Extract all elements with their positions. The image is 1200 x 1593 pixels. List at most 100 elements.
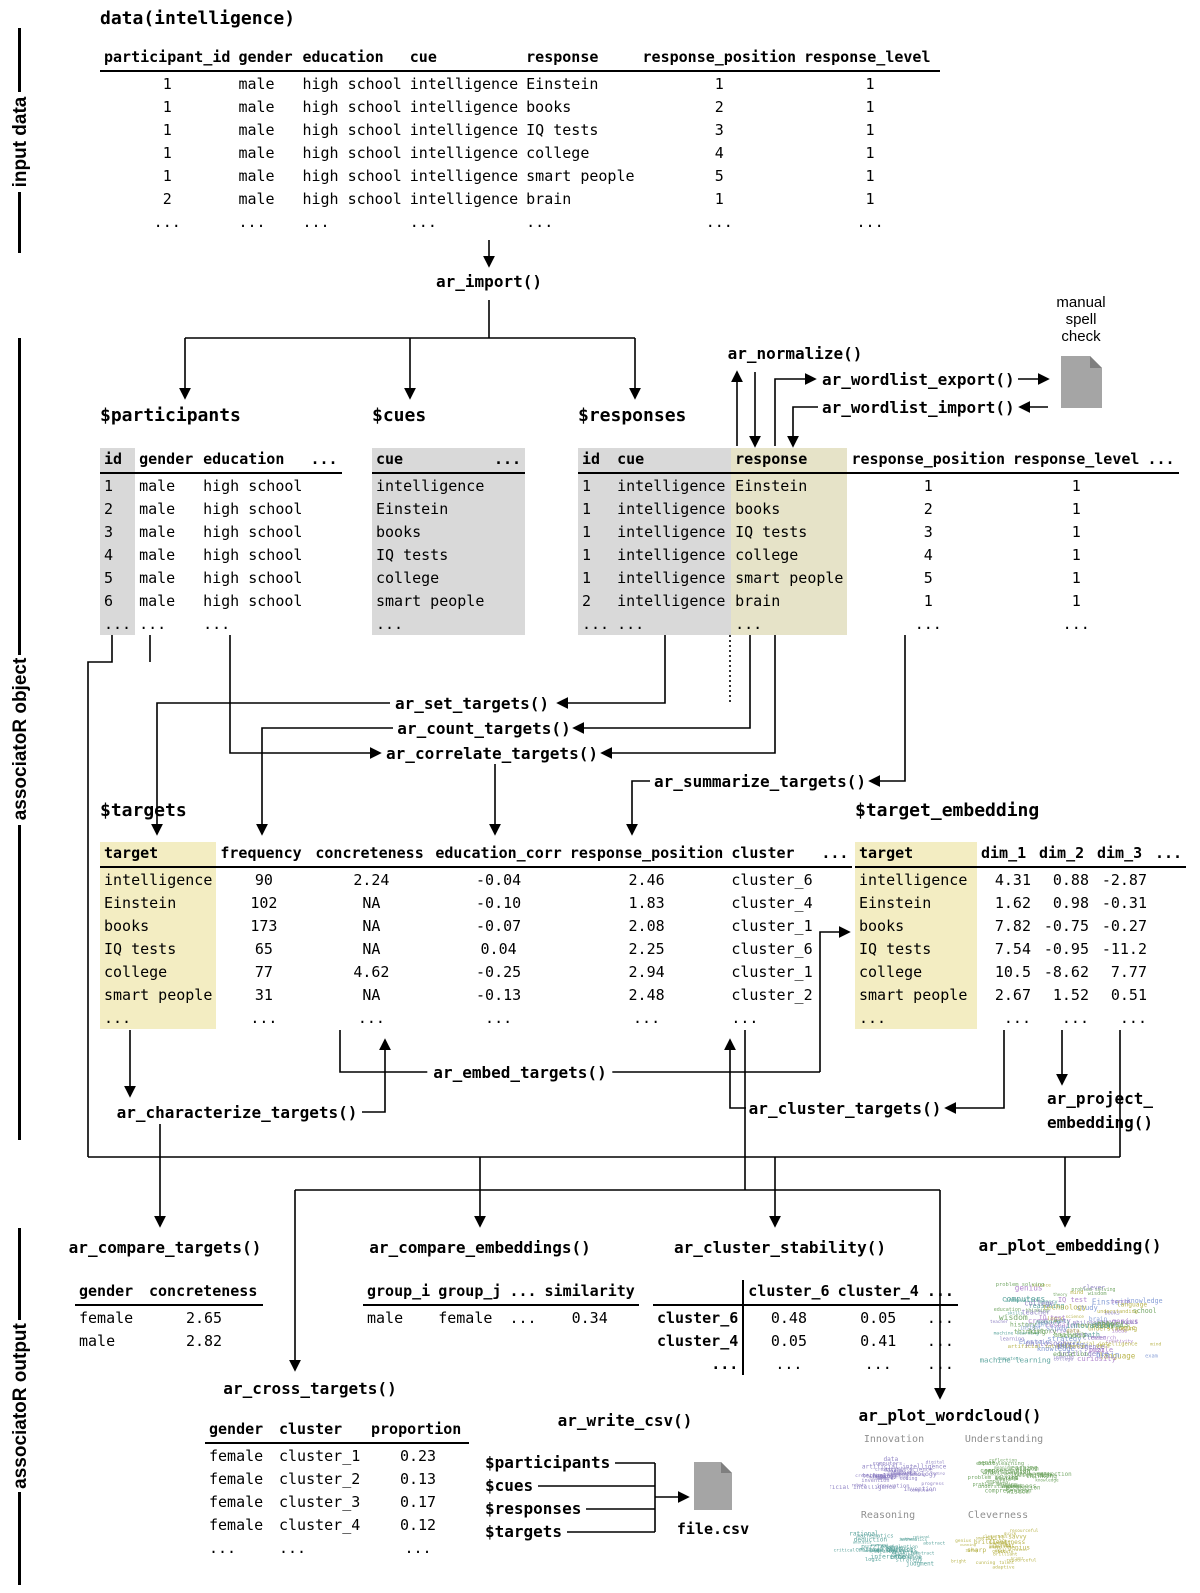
table-cell: books [526, 97, 572, 116]
svg-text:quick: quick [992, 1549, 1005, 1554]
table-cell: ... [1062, 614, 1090, 633]
table-cell: high school [203, 568, 303, 587]
svg-text:rational: rational [913, 1535, 930, 1539]
table-cell: ... [250, 1008, 278, 1027]
table-cell: 4.31 [994, 870, 1031, 889]
input-table-grid: participant_id gender education cue response… [100, 46, 941, 233]
table-cell: ... [100, 612, 136, 635]
table-cell [490, 612, 526, 635]
table-cell: books [100, 914, 217, 937]
table-cell: 31 [254, 985, 273, 1004]
svg-text:wit: wit [1001, 1541, 1011, 1547]
table-cell: 65 [254, 939, 273, 958]
table-cell: 1 [1071, 545, 1081, 564]
svg-text:empathy: empathy [986, 1479, 1009, 1485]
svg-text:technology: technology [898, 1470, 937, 1478]
svg-text:reasoning: reasoning [895, 1554, 921, 1560]
svg-text:computers: computers [872, 1461, 902, 1467]
table-cell: 1 [162, 74, 172, 93]
svg-text:insight: insight [1020, 1325, 1041, 1331]
table-cell [490, 589, 526, 612]
svg-text:machine learning: machine learning [869, 1475, 909, 1480]
table-row: IQ tests 7.54 -0.95 -11.2 [855, 937, 1186, 960]
table-cell: 1 [1071, 499, 1081, 518]
column-header: response_level [800, 46, 941, 72]
fn-ar-embed-targets: ar_embed_targets() [427, 1063, 613, 1082]
column-header: cue [613, 448, 732, 474]
table-cell: 2.67 [994, 985, 1031, 1004]
table-cell: -8.62 [1043, 962, 1089, 981]
svg-text:brilliant: brilliant [993, 1552, 1018, 1558]
table-row: cluster_4 0.05 0.41... [653, 1329, 958, 1352]
svg-text:learning: learning [1000, 1337, 1025, 1343]
table-cell: high school [302, 166, 402, 185]
table-cell: 1 [1071, 476, 1081, 495]
table-cell: 102 [250, 893, 278, 912]
wordcloud-cluster-label: Cleverness [968, 1510, 1028, 1521]
svg-text:insight: insight [995, 1476, 1018, 1482]
table-cell: ... [279, 1538, 307, 1557]
table-cell: brain [526, 189, 572, 208]
table-cell [817, 867, 852, 891]
table-cell [1143, 566, 1178, 589]
svg-text:critical thinking: critical thinking [833, 1547, 879, 1553]
table-cell: male [139, 591, 176, 610]
table-cell: 2.65 [185, 1308, 223, 1327]
table-row: intelligence 90 2.24 -0.04 2.46 cluster_6 [100, 867, 852, 891]
svg-text:resourceful: resourceful [1009, 1528, 1038, 1534]
table-cell: intelligence [613, 520, 732, 543]
table-cell: 4 [923, 545, 933, 564]
fn-ar-wordlist-import: ar_wordlist_import() [822, 398, 1015, 417]
svg-text:meaning: meaning [1004, 1472, 1026, 1478]
table-cell: ... [372, 612, 490, 635]
svg-text:puzzles: puzzles [861, 1542, 888, 1550]
svg-text:technology: technology [1077, 1322, 1114, 1329]
table-cell: 1 [714, 74, 724, 93]
table-cell: 0.12 [399, 1515, 437, 1534]
table-cell: 1 [162, 120, 172, 139]
svg-text:adaptive: adaptive [992, 1564, 1014, 1570]
svg-text:problem solving: problem solving [996, 1282, 1045, 1288]
svg-text:genius: genius [955, 1538, 972, 1544]
svg-text:study: study [1046, 1324, 1068, 1333]
table-cell: 4.62 [353, 962, 390, 981]
svg-text:computers: computers [997, 1356, 1021, 1362]
table-cell: ... [404, 1538, 432, 1557]
table-cell: smart people [731, 566, 848, 589]
fn-ar-plot-wordcloud: ar_plot_wordcloud() [858, 1406, 1042, 1425]
input-table: participant_id gender education cue response… [100, 46, 941, 233]
table-cell [817, 1006, 852, 1029]
svg-text:savvy: savvy [965, 1549, 978, 1554]
svg-text:reflection: reflection [1036, 1472, 1072, 1478]
table-cell: smart people [372, 589, 490, 612]
table-cell: male [367, 1308, 404, 1327]
svg-text:creativity: creativity [855, 1473, 883, 1479]
svg-text:reasoning: reasoning [884, 1545, 903, 1549]
svg-text:cunning: cunning [976, 1560, 996, 1566]
cluster-stability-table-grid: cluster_6 cluster_4... cluster_6 0.48 0.05..… [653, 1280, 958, 1375]
table-row: books [372, 520, 526, 543]
wordcloud-cluster-label: Reasoning [861, 1510, 915, 1521]
table-cell: IQ tests [372, 543, 490, 566]
svg-text:IQ test: IQ test [1039, 1315, 1066, 1322]
table-row: female cluster_1 0.23 [205, 1443, 469, 1467]
table-cell: ... [855, 1006, 977, 1029]
table-cell: 7.77 [1110, 962, 1147, 981]
wordcloud-cluster-label: Innovation [864, 1434, 924, 1445]
table-cell: 1 [1071, 568, 1081, 587]
table-cell: 1 [865, 143, 875, 162]
svg-text:theory: theory [1053, 1292, 1068, 1297]
table-cell: cluster_1 [731, 962, 813, 981]
table-cell: -0.13 [476, 985, 522, 1004]
table-cell: ... [578, 612, 614, 635]
svg-text:skills: skills [1054, 1319, 1070, 1325]
table-row: female 2.65 [75, 1305, 263, 1329]
fn-ar-wordlist-export: ar_wordlist_export() [822, 370, 1015, 389]
column-header: response_position [565, 842, 728, 868]
svg-text:clever: clever [1083, 1334, 1107, 1342]
table-cell: male [238, 74, 275, 93]
fn-ar-import: ar_import() [436, 272, 542, 291]
table-cell: high school [302, 120, 402, 139]
table-cell: 2 [923, 499, 933, 518]
svg-text:curiosity: curiosity [1077, 1354, 1117, 1363]
